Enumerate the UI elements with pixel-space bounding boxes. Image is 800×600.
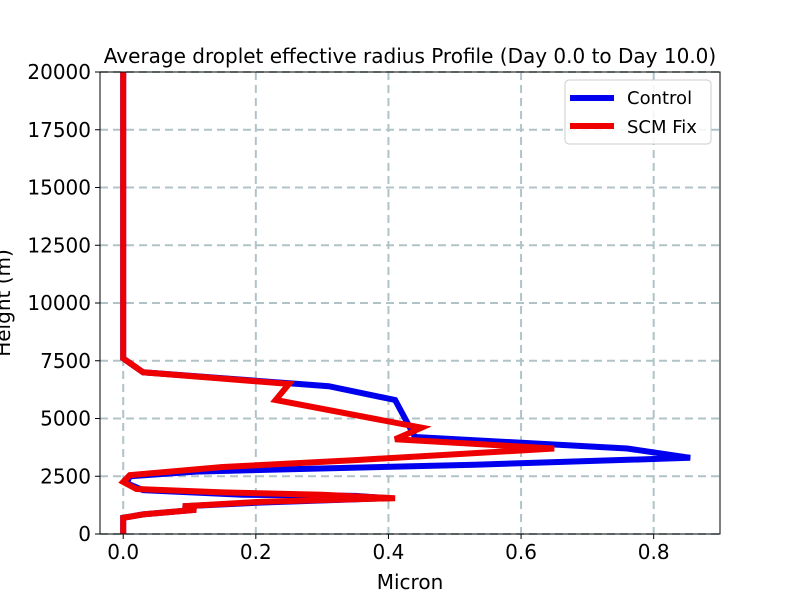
- y-tick-label: 17500: [27, 118, 91, 142]
- y-tick-label: 2500: [40, 464, 91, 488]
- y-tick-label: 20000: [27, 60, 91, 84]
- x-tick-label: 0.2: [240, 540, 272, 564]
- x-tick-label: 0.8: [638, 540, 670, 564]
- y-tick-label: 0: [78, 522, 91, 546]
- y-tick-label: 5000: [40, 407, 91, 431]
- series-line-scm-fix: [118, 72, 555, 534]
- y-tick-label: 12500: [27, 233, 91, 257]
- legend-label-scm-fix: SCM Fix: [627, 117, 697, 138]
- x-axis-label: Micron: [377, 570, 444, 594]
- x-tick-label: 0.4: [373, 540, 405, 564]
- x-tick-label: 0.6: [505, 540, 537, 564]
- chart-title: Average droplet effective radius Profile…: [104, 44, 716, 68]
- legend-label-control: Control: [627, 88, 692, 109]
- y-tick-label: 15000: [27, 176, 91, 200]
- ticks: 0.0 0.2 0.4 0.6 0.8 0 2500 5000 7500 10000 12500 15…: [27, 60, 669, 564]
- legend: Control SCM Fix: [564, 79, 712, 145]
- series-layer: [118, 72, 691, 534]
- y-tick-label: 7500: [40, 349, 91, 373]
- x-tick-label: 0.0: [107, 540, 139, 564]
- y-axis-label: Height (m): [0, 249, 15, 357]
- y-tick-label: 10000: [27, 291, 91, 315]
